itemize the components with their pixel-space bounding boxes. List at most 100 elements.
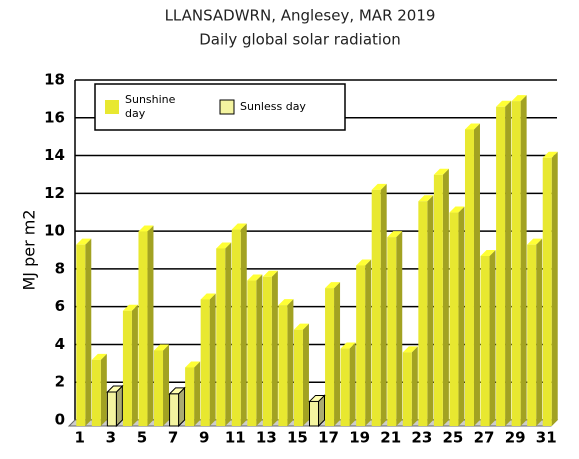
x-tick-label: 27 [474, 429, 495, 447]
bar [480, 250, 496, 426]
bar-top [278, 299, 294, 306]
bar [262, 270, 278, 426]
bar-side [411, 346, 418, 426]
bar-top [402, 346, 418, 353]
bar-top [154, 344, 170, 351]
bar-top [371, 183, 387, 190]
bar-top [496, 100, 512, 107]
bar-side [225, 242, 232, 426]
bar-top [122, 304, 138, 311]
bar-front [325, 288, 335, 426]
bar-top [511, 95, 527, 102]
bar [449, 206, 465, 426]
x-tick-label: 19 [349, 429, 370, 447]
bar-front [464, 129, 474, 426]
bar-side [334, 282, 341, 426]
bar-front [185, 367, 195, 426]
legend-swatch [105, 100, 119, 114]
bar-top [231, 223, 247, 230]
bar [122, 304, 138, 426]
bar-top [138, 225, 154, 232]
bar [247, 274, 263, 426]
y-axis-title: MJ per m2 [20, 209, 39, 290]
bar-top [76, 238, 92, 245]
bar-side [209, 293, 216, 426]
x-tick-label: 3 [106, 429, 116, 447]
bar [308, 394, 326, 428]
bar-top [480, 250, 496, 256]
y-tick-label: 10 [44, 222, 65, 240]
y-tick-label: 12 [44, 184, 65, 202]
bar-front [433, 174, 443, 426]
bar-front [138, 231, 148, 426]
y-tick-label: 18 [44, 71, 65, 89]
bar-top [418, 195, 434, 202]
x-tick-label: 11 [225, 429, 246, 447]
x-tick-label: 23 [411, 429, 432, 447]
bar-front [387, 237, 397, 426]
bar [402, 346, 418, 426]
bar-front [527, 244, 537, 426]
bar-top [527, 238, 543, 245]
bar [542, 151, 558, 426]
bar [496, 100, 512, 427]
bar [418, 195, 434, 426]
bar [325, 282, 341, 426]
bar-side [271, 270, 278, 426]
bar-front [200, 299, 210, 426]
bar [278, 299, 294, 426]
bar-side [100, 353, 107, 426]
y-tick-label: 14 [44, 146, 65, 164]
bar-front [247, 280, 257, 426]
bar-top [340, 342, 356, 349]
bar [168, 386, 186, 428]
bar-front [278, 305, 288, 426]
bar-side [287, 299, 294, 426]
bar-front [449, 212, 459, 426]
bar [527, 238, 543, 426]
x-tick-label: 31 [536, 429, 557, 447]
bar-top [216, 242, 232, 249]
legend-label-line: Sunshine [125, 93, 176, 106]
x-tick-label: 25 [442, 429, 463, 447]
bar-front [480, 256, 490, 426]
x-tick-label: 29 [505, 429, 526, 447]
bar [154, 344, 170, 426]
legend-label-line: day [125, 107, 146, 120]
bar [76, 238, 92, 426]
bar-side [505, 100, 512, 427]
bar-side [131, 304, 138, 426]
bar-front [76, 244, 86, 426]
bar-side [256, 274, 263, 426]
bar-front [122, 310, 132, 426]
bar-front [91, 359, 101, 426]
bar-front [371, 189, 381, 426]
y-tick-label: 4 [55, 335, 65, 353]
bar-front [418, 201, 428, 426]
bar [433, 168, 449, 426]
bar-side [85, 238, 92, 426]
y-tick-label: 0 [55, 411, 65, 429]
bar-side [489, 250, 496, 426]
chart-title: LLANSADWRN, Anglesey, MAR 2019 [165, 7, 436, 25]
y-tick-label: 6 [55, 297, 65, 315]
x-tick-label: 13 [256, 429, 277, 447]
bar-front [293, 329, 303, 426]
bar-side [536, 238, 543, 426]
bar-side [427, 195, 434, 426]
bar [340, 342, 356, 426]
bar-front [402, 352, 412, 426]
bar [91, 353, 107, 426]
bar-side [302, 323, 309, 426]
legend-label: Sunless day [240, 100, 306, 113]
bar-side [240, 223, 247, 426]
bar [138, 225, 154, 426]
y-tick-label: 8 [55, 259, 65, 277]
bar-top [449, 206, 465, 213]
bar [185, 361, 201, 426]
bar-front [262, 276, 272, 426]
bar [200, 293, 216, 426]
bar-front [231, 229, 241, 426]
x-tick-label: 7 [168, 429, 178, 447]
